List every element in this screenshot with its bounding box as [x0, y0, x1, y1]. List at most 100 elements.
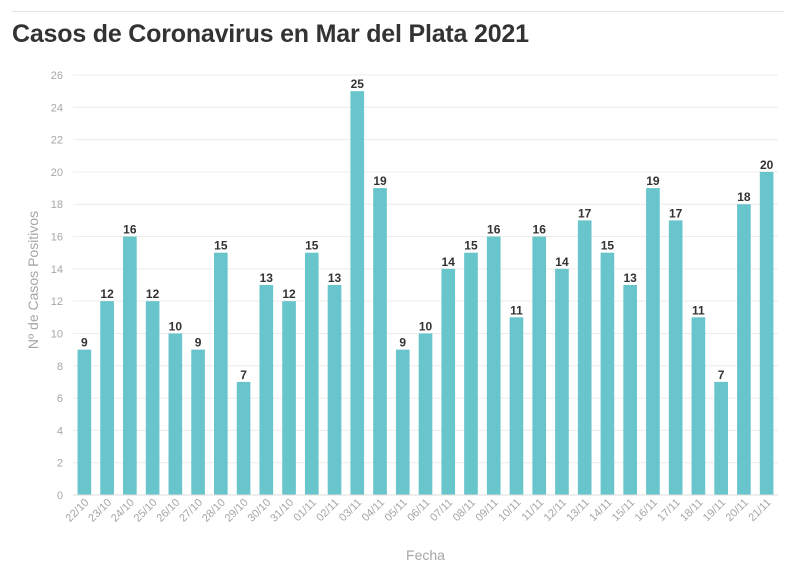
- data-label: 19: [646, 174, 660, 188]
- y-tick-label: 8: [57, 361, 63, 373]
- x-tick-label: 25/10: [132, 497, 160, 525]
- data-label: 7: [240, 368, 247, 382]
- y-tick-label: 18: [51, 199, 63, 211]
- x-tick-label: 01/11: [292, 497, 319, 524]
- bar: [350, 91, 365, 496]
- gridlines: [73, 74, 778, 464]
- data-label: 16: [123, 223, 137, 237]
- top-divider: [12, 11, 784, 12]
- data-label: 13: [623, 271, 637, 285]
- chart-title: Casos de Coronavirus en Mar del Plata 20…: [12, 20, 529, 48]
- data-label: 16: [533, 223, 547, 237]
- x-tick-label: 20/11: [724, 497, 751, 524]
- x-tick-label: 21/11: [746, 497, 773, 524]
- x-tick-label: 27/10: [177, 497, 205, 525]
- y-tick-label: 2: [57, 458, 63, 470]
- data-label: 17: [578, 206, 592, 220]
- x-tick-label: 24/10: [109, 497, 137, 525]
- x-tick-label: 22/10: [64, 497, 92, 525]
- data-label: 15: [214, 239, 228, 253]
- data-label: 9: [81, 336, 88, 350]
- x-axis-label: Fecha: [406, 547, 445, 563]
- data-label: 12: [100, 287, 114, 301]
- bar: [555, 268, 569, 495]
- x-tick-label: 26/10: [155, 497, 183, 525]
- data-label: 14: [555, 255, 569, 269]
- y-tick-label: 6: [57, 393, 63, 405]
- data-label: 13: [260, 271, 274, 285]
- bar: [282, 301, 296, 495]
- bar: [623, 285, 637, 495]
- data-label: 10: [419, 319, 433, 333]
- y-tick-label: 20: [51, 167, 63, 179]
- bar: [418, 333, 433, 495]
- data-label: 12: [146, 287, 160, 301]
- x-axis-ticks: 22/1023/1024/1025/1026/1027/1028/1029/10…: [64, 497, 774, 525]
- y-tick-label: 0: [57, 490, 63, 502]
- y-tick-label: 14: [51, 264, 63, 276]
- x-tick-label: 07/11: [428, 497, 455, 524]
- x-tick-label: 06/11: [405, 497, 432, 524]
- data-label: 7: [718, 368, 725, 382]
- bar: [259, 285, 274, 495]
- x-tick-label: 08/11: [451, 497, 478, 524]
- data-label: 16: [487, 223, 501, 237]
- bar: [327, 285, 342, 495]
- data-label: 14: [442, 255, 456, 269]
- x-tick-label: 17/11: [655, 497, 682, 524]
- y-tick-label: 16: [51, 232, 63, 244]
- bar: [600, 252, 615, 495]
- data-label: 10: [169, 319, 183, 333]
- bar: [304, 252, 319, 495]
- data-label: 18: [737, 190, 751, 204]
- bar: [646, 188, 660, 496]
- x-tick-label: 19/11: [701, 497, 728, 524]
- bar: [214, 252, 228, 495]
- x-tick-label: 10/11: [496, 497, 523, 524]
- x-tick-label: 16/11: [633, 497, 660, 524]
- data-label: 15: [601, 239, 615, 253]
- y-tick-label: 10: [51, 328, 63, 340]
- bar: [395, 349, 410, 495]
- x-tick-label: 03/11: [337, 497, 364, 524]
- bar: [714, 381, 728, 495]
- bar: [737, 204, 751, 495]
- data-label: 12: [282, 287, 296, 301]
- data-label: 15: [464, 239, 478, 253]
- data-label: 19: [373, 174, 387, 188]
- data-label: 11: [510, 303, 523, 317]
- bar: [123, 236, 137, 496]
- bars: [77, 91, 774, 496]
- x-tick-label: 02/11: [314, 497, 341, 524]
- data-label: 13: [328, 271, 342, 285]
- bar: [759, 171, 774, 495]
- x-tick-label: 30/10: [245, 497, 273, 525]
- data-label: 20: [760, 158, 774, 172]
- bar: [464, 252, 478, 495]
- bar: [236, 381, 251, 495]
- x-tick-label: 11/11: [520, 497, 547, 524]
- data-label: 9: [195, 336, 202, 350]
- y-tick-label: 4: [57, 425, 63, 437]
- x-tick-label: 13/11: [564, 497, 591, 524]
- bar: [191, 349, 205, 495]
- bar: [145, 301, 160, 495]
- bar: [691, 317, 706, 495]
- bar: [486, 236, 501, 496]
- bar: [441, 268, 456, 495]
- data-label: 15: [305, 239, 319, 253]
- x-tick-label: 18/11: [678, 497, 705, 524]
- y-tick-label: 12: [51, 296, 63, 308]
- data-label: 9: [399, 336, 406, 350]
- y-axis-label: Nº de Casos Positivos: [25, 211, 41, 349]
- x-tick-label: 12/11: [542, 497, 569, 524]
- bar: [373, 188, 387, 496]
- bar: [100, 301, 114, 495]
- y-tick-label: 22: [51, 135, 63, 147]
- data-labels: 9 12 16 12 10 9 15 7 13 12 15 13 25 19 9 10 14 15 16 11 16 14…: [81, 77, 774, 382]
- bar: [77, 349, 92, 495]
- y-tick-label: 26: [51, 70, 63, 82]
- x-tick-label: 31/10: [268, 497, 296, 525]
